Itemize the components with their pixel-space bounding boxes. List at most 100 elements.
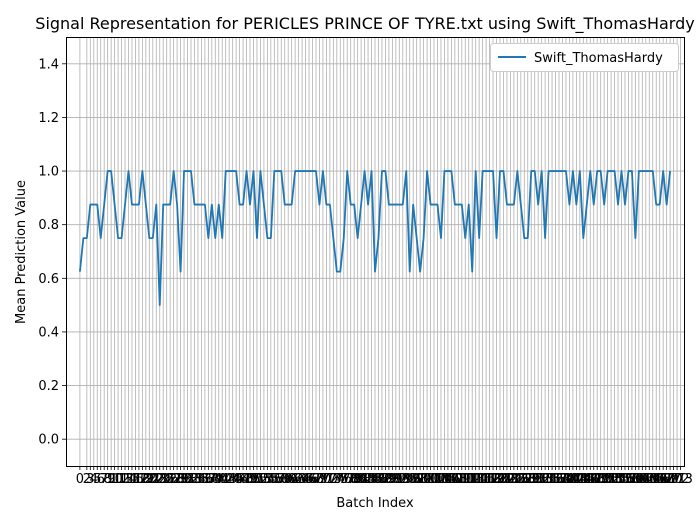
x-tick-label: 0 xyxy=(76,472,84,487)
x-tick-label: 42 xyxy=(217,472,234,487)
x-tick-label: 19 xyxy=(138,472,155,487)
x-tick-label: 65 xyxy=(297,472,314,487)
x-tick-label: 114 xyxy=(463,472,488,487)
x-tick-label: 162 xyxy=(630,472,655,487)
x-tick-label: 127 xyxy=(508,472,533,487)
x-tick-label: 21 xyxy=(145,472,162,487)
x-tick-label: 85 xyxy=(367,472,384,487)
x-tick-label: 164 xyxy=(637,472,662,487)
x-tick-label: 155 xyxy=(606,472,631,487)
x-tick-label: 73 xyxy=(325,472,342,487)
x-tick-label: 25 xyxy=(158,472,175,487)
x-tick-label: 84 xyxy=(363,472,380,487)
x-tick-label: 79 xyxy=(346,472,363,487)
x-tick-label: 77 xyxy=(339,472,356,487)
x-tick-label: 37 xyxy=(200,472,217,487)
x-tick-label: 4 xyxy=(90,472,98,487)
x-tick-label: 47 xyxy=(235,472,252,487)
x-tick-label: 140 xyxy=(554,472,579,487)
x-tick-label: 41 xyxy=(214,472,231,487)
x-tick-label: 171 xyxy=(661,472,686,487)
x-tick-label: 90 xyxy=(384,472,401,487)
x-tick-label: 31 xyxy=(179,472,196,487)
x-tick-label: 169 xyxy=(654,472,679,487)
x-tick-label: 63 xyxy=(290,472,307,487)
x-tick-label: 92 xyxy=(391,472,408,487)
x-tick-label: 44 xyxy=(224,472,241,487)
x-tick-label: 82 xyxy=(356,472,373,487)
x-tick-label: 134 xyxy=(533,472,558,487)
x-tick-label: 154 xyxy=(602,472,627,487)
x-tick-label: 39 xyxy=(207,472,224,487)
x-tick-label: 135 xyxy=(536,472,561,487)
x-tick-label: 58 xyxy=(273,472,290,487)
x-tick-label: 9 xyxy=(107,472,115,487)
x-tick-label: 129 xyxy=(515,472,540,487)
legend-box xyxy=(490,43,679,72)
x-tick-label: 150 xyxy=(588,472,613,487)
x-tick-label: 16 xyxy=(127,472,144,487)
x-tick-label: 139 xyxy=(550,472,575,487)
x-tick-label: 43 xyxy=(221,472,238,487)
x-tick-label: 96 xyxy=(405,472,422,487)
x-tick-label: 106 xyxy=(435,472,460,487)
x-tick-label: 67 xyxy=(304,472,321,487)
x-tick-label: 29 xyxy=(172,472,189,487)
x-axis: 0234567891011121314151617181920212223242… xyxy=(76,466,693,487)
x-tick-label: 17 xyxy=(131,472,148,487)
x-tick-label: 11 xyxy=(110,472,127,487)
x-tick-label: 74 xyxy=(329,472,346,487)
x-tick-label: 55 xyxy=(263,472,280,487)
x-tick-label: 88 xyxy=(377,472,394,487)
x-tick-label: 50 xyxy=(245,472,262,487)
x-tick-label: 112 xyxy=(456,472,481,487)
x-tick-label: 91 xyxy=(388,472,405,487)
x-tick-label: 126 xyxy=(505,472,530,487)
x-tick-label: 156 xyxy=(609,472,634,487)
x-tick-label: 141 xyxy=(557,472,582,487)
x-tick-label: 12 xyxy=(113,472,130,487)
x-tick-label: 147 xyxy=(578,472,603,487)
x-tick-label: 45 xyxy=(228,472,245,487)
x-tick-label: 49 xyxy=(242,472,259,487)
x-tick-label: 80 xyxy=(349,472,366,487)
x-tick-label: 159 xyxy=(620,472,645,487)
x-tick-label: 172 xyxy=(665,472,690,487)
x-tick-label: 113 xyxy=(460,472,485,487)
x-axis-label: Batch Index xyxy=(336,496,414,511)
x-tick-label: 165 xyxy=(640,472,665,487)
x-tick-label: 167 xyxy=(647,472,672,487)
x-tick-label: 101 xyxy=(418,472,443,487)
x-tick-label: 46 xyxy=(231,472,248,487)
x-tick-label: 24 xyxy=(155,472,172,487)
grid xyxy=(66,37,684,466)
x-tick-label: 61 xyxy=(283,472,300,487)
x-tick-label: 136 xyxy=(540,472,565,487)
x-tick-label: 69 xyxy=(311,472,328,487)
x-tick-label: 117 xyxy=(474,472,499,487)
x-tick-label: 105 xyxy=(432,472,457,487)
y-tick-label: 0.2 xyxy=(38,379,59,394)
x-tick-label: 95 xyxy=(401,472,418,487)
x-tick-label: 18 xyxy=(134,472,151,487)
x-tick-label: 146 xyxy=(574,472,599,487)
x-tick-label: 124 xyxy=(498,472,523,487)
x-tick-label: 76 xyxy=(335,472,352,487)
x-tick-label: 138 xyxy=(547,472,572,487)
x-tick-label: 70 xyxy=(315,472,332,487)
x-tick-label: 99 xyxy=(415,472,432,487)
x-tick-label: 151 xyxy=(592,472,617,487)
x-tick-label: 116 xyxy=(470,472,495,487)
x-tick-label: 86 xyxy=(370,472,387,487)
x-tick-label: 118 xyxy=(477,472,502,487)
x-tick-label: 157 xyxy=(613,472,638,487)
y-axis: 0.0 0.2 0.4 0.6 0.8 1.0 1.2 1.4 xyxy=(38,57,66,448)
x-tick-label: 14 xyxy=(120,472,137,487)
y-tick-label: 1.0 xyxy=(38,165,59,180)
x-tick-label: 142 xyxy=(560,472,585,487)
x-tick-label: 33 xyxy=(186,472,203,487)
x-tick-label: 5 xyxy=(93,472,101,487)
x-tick-label: 83 xyxy=(360,472,377,487)
x-tick-label: 120 xyxy=(484,472,509,487)
series-layer xyxy=(78,170,672,307)
